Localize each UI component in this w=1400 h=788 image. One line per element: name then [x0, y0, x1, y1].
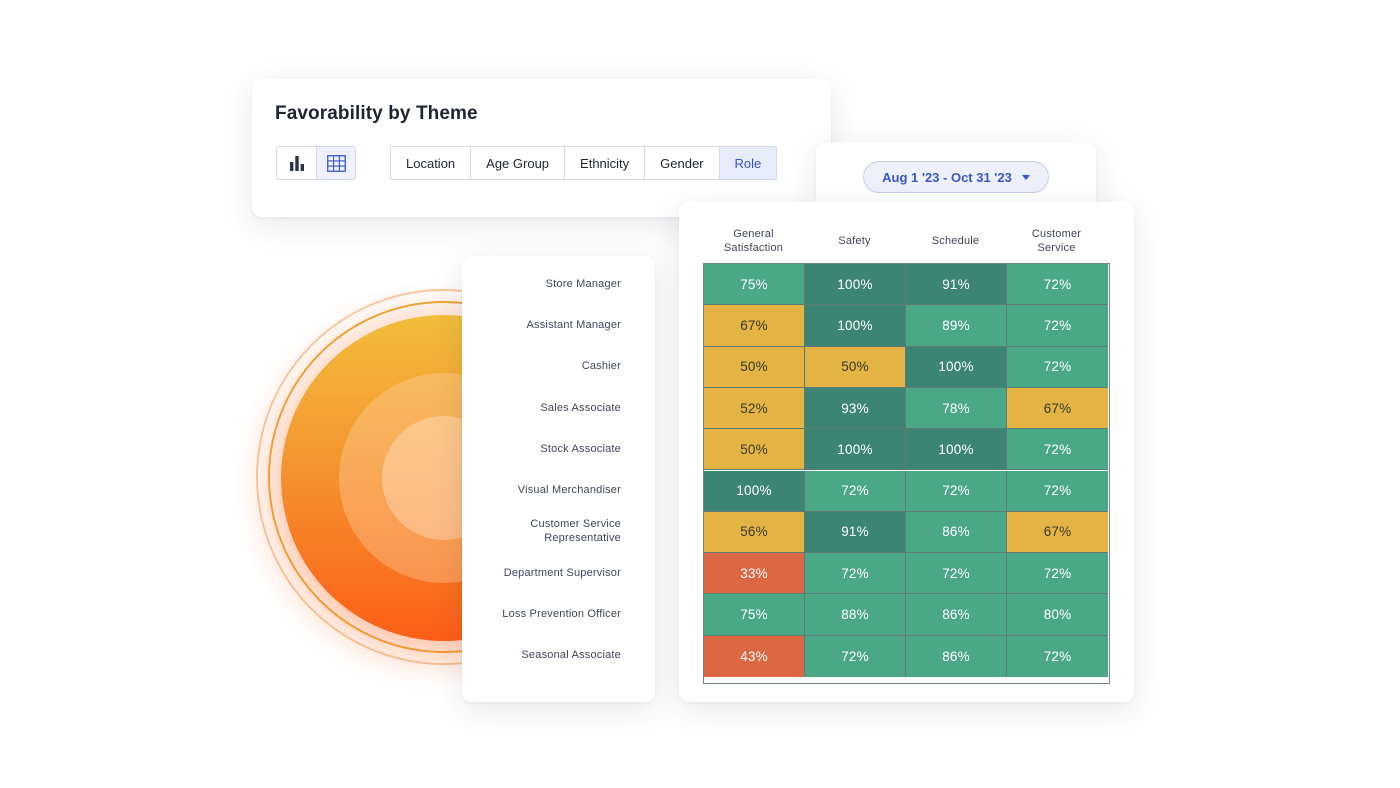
heatmap-cell[interactable]: 100% [704, 470, 805, 512]
filter-tab-ethnicity[interactable]: Ethnicity [564, 147, 645, 179]
heatmap-cell[interactable]: 89% [906, 305, 1007, 347]
heatmap-cell[interactable]: 43% [704, 635, 805, 677]
row-label-line: Cashier [581, 360, 621, 373]
heatmap-cell[interactable]: 91% [906, 264, 1007, 306]
row-label-line: Representative [544, 532, 621, 545]
filter-tab-gender[interactable]: Gender [644, 147, 719, 179]
heatmap-cell[interactable]: 100% [805, 305, 906, 347]
filter-tab-role[interactable]: Role [718, 147, 777, 179]
heatmap-cell[interactable]: 33% [704, 553, 805, 595]
table-view-button[interactable] [316, 147, 355, 179]
heatmap-cell[interactable]: 72% [805, 470, 906, 512]
column-header-line: General [733, 228, 774, 240]
row-label: Assistant Manager [451, 318, 621, 332]
heatmap-cell[interactable]: 67% [1007, 387, 1108, 430]
date-range-dropdown[interactable]: Aug 1 '23 - Oct 31 '23 [863, 161, 1049, 193]
row-label-line: Visual Merchandiser [517, 484, 621, 497]
heatmap-cell[interactable]: 91% [805, 511, 906, 554]
row-label: Stock Associate [451, 442, 621, 456]
row-label: Visual Merchandiser [451, 483, 621, 497]
favorability-panel: Favorability by Theme Location Ag [252, 79, 831, 217]
row-label-line: Sales Associate [540, 401, 621, 414]
heatmap-cell[interactable]: 100% [906, 429, 1007, 471]
heatmap-cell[interactable]: 100% [906, 346, 1007, 388]
row-label: Store Manager [451, 277, 621, 291]
filter-tab-age-group[interactable]: Age Group [470, 147, 565, 179]
row-label-line: Stock Associate [540, 442, 621, 455]
heatmap-cell[interactable]: 72% [1007, 305, 1108, 347]
row-label: Loss Prevention Officer [451, 607, 621, 621]
heatmap-cell[interactable]: 72% [906, 470, 1007, 512]
heatmap-cell[interactable]: 67% [704, 305, 805, 347]
row-label: Cashier [451, 359, 621, 373]
heatmap-cell[interactable]: 93% [805, 387, 906, 430]
heatmap-panel: 75% 100% 91% 72% 67% 100% 89% 72% 50% 50% 100% 72% 5… [679, 202, 1134, 702]
heatmap-grid: 75% 100% 91% 72% 67% 100% 89% 72% 50% 50% 100% 72% 5… [703, 263, 1110, 684]
row-label-line: Customer Service [530, 518, 621, 531]
heatmap-cell[interactable]: 72% [1007, 429, 1108, 471]
heatmap-cell[interactable]: 56% [704, 511, 805, 554]
column-header-line: Service [1037, 242, 1076, 254]
row-label-line: Department Supervisor [503, 566, 621, 579]
column-header-line: Safety [838, 235, 871, 247]
panel-title: Favorability by Theme [275, 103, 478, 124]
heatmap-cell[interactable]: 72% [1007, 346, 1108, 388]
heatmap-cell[interactable]: 50% [805, 346, 906, 388]
heatmap-cell[interactable]: 72% [805, 635, 906, 677]
heatmap-cell[interactable]: 86% [906, 511, 1007, 554]
row-label: Department Supervisor [451, 566, 621, 580]
heatmap-cell[interactable]: 72% [1007, 264, 1108, 306]
heatmap-cell[interactable]: 86% [906, 594, 1007, 636]
view-mode-toggle [276, 146, 356, 180]
heatmap-cell[interactable]: 72% [1007, 553, 1108, 595]
heatmap-cell[interactable]: 100% [805, 264, 906, 306]
heatmap-cell[interactable]: 100% [805, 429, 906, 471]
column-header-line: Customer [1031, 228, 1082, 240]
bar-chart-view-button[interactable] [277, 147, 316, 179]
row-label: Customer Service Representative [451, 517, 621, 545]
row-label-line: Assistant Manager [526, 318, 621, 331]
column-header: Schedule [905, 234, 1006, 248]
heatmap-cell[interactable]: 88% [805, 594, 906, 636]
bar-chart-icon [289, 156, 304, 171]
date-range-panel: Aug 1 '23 - Oct 31 '23 [816, 142, 1096, 211]
column-header: Customer Service [1006, 227, 1107, 255]
row-label: Sales Associate [451, 401, 621, 415]
chevron-down-icon [1021, 174, 1030, 180]
heatmap-cell[interactable]: 72% [906, 553, 1007, 595]
heatmap-cell[interactable]: 50% [704, 346, 805, 388]
filter-tab-location[interactable]: Location [391, 147, 471, 179]
row-label-line: Seasonal Associate [521, 649, 621, 662]
role-labels-panel: Store Manager Assistant Manager Cashier Sal… [462, 256, 655, 702]
date-range-label: Aug 1 '23 - Oct 31 '23 [882, 169, 1012, 185]
table-grid-icon [326, 154, 346, 172]
heatmap-cell[interactable]: 75% [704, 264, 805, 306]
filter-segmented-control: Location Age Group Ethnicity Gender Role [390, 146, 778, 180]
heatmap-cell[interactable]: 67% [1007, 511, 1108, 554]
heatmap-cell[interactable]: 86% [906, 635, 1007, 677]
row-label: Seasonal Associate [451, 648, 621, 662]
column-header: Safety [804, 234, 905, 248]
heatmap-cell[interactable]: 78% [906, 387, 1007, 430]
heatmap-cell[interactable]: 75% [704, 594, 805, 636]
heatmap-cell[interactable]: 80% [1007, 594, 1108, 636]
row-label-line: Store Manager [545, 277, 621, 290]
heatmap-cell[interactable]: 72% [1007, 470, 1108, 512]
heatmap-cell[interactable]: 72% [1007, 635, 1108, 677]
column-header-line: Schedule [931, 235, 980, 247]
heatmap-cell[interactable]: 50% [704, 429, 805, 471]
heatmap-cell[interactable]: 52% [704, 387, 805, 430]
column-header: General Satisfaction [703, 227, 804, 255]
column-header-line: Satisfaction [723, 242, 784, 254]
heatmap-cell[interactable]: 72% [805, 553, 906, 595]
row-label-line: Loss Prevention Officer [502, 608, 621, 621]
